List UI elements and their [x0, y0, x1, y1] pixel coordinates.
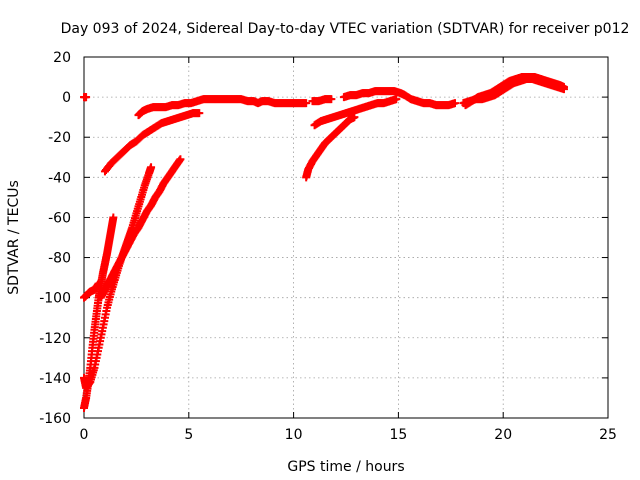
- plot-frame: [83, 56, 609, 419]
- y-tick-label: -100: [39, 291, 71, 307]
- x-tick-label: 5: [184, 427, 193, 443]
- data-point: [195, 109, 204, 118]
- y-tick-label: -160: [39, 411, 71, 427]
- y-tick-label: -140: [39, 371, 71, 387]
- data-point: [392, 95, 401, 104]
- series-arc-I: [310, 95, 401, 130]
- series-arc-B: [80, 279, 103, 302]
- y-tick-label: -80: [48, 251, 71, 267]
- series-arc-H: [302, 113, 359, 182]
- x-tick-label: 10: [285, 427, 303, 443]
- y-tick-label: -60: [48, 210, 71, 226]
- x-tick-label: 15: [389, 427, 407, 443]
- series-arc-G: [308, 95, 336, 106]
- series-arc-J: [339, 87, 459, 110]
- data-point: [147, 163, 156, 172]
- data-point: [109, 213, 118, 222]
- y-tick-label: -120: [39, 331, 71, 347]
- data-point: [450, 99, 459, 108]
- data-point: [176, 155, 185, 164]
- data-marks: [80, 73, 568, 412]
- data-point: [302, 99, 311, 108]
- x-tick-label: 20: [494, 427, 512, 443]
- series-arc-F: [134, 95, 311, 120]
- y-tick-label: -40: [48, 170, 71, 186]
- x-tick-label: 0: [80, 427, 89, 443]
- x-axis-label: GPS time / hours: [287, 459, 404, 475]
- data-point: [94, 279, 103, 288]
- data-point: [559, 83, 568, 92]
- y-tick-label: -20: [48, 130, 71, 146]
- series-arc-L: [461, 73, 568, 110]
- series-arc-E: [100, 109, 204, 176]
- chart-title: Day 093 of 2024, Sidereal Day-to-day VTE…: [61, 21, 630, 37]
- axis-ticks: 0 5 10 15 20 25 -160 -140 -120 -100 -80 -60 -40 -20 0 2…: [39, 50, 617, 443]
- y-tick-label: 0: [62, 90, 71, 106]
- y-tick-label: 20: [53, 50, 71, 66]
- data-point: [82, 93, 91, 102]
- data-point: [327, 95, 336, 104]
- y-axis-label: SDTVAR / TECUs: [6, 180, 22, 295]
- series-baseline-segment: [80, 93, 91, 102]
- x-tick-label: 25: [599, 427, 617, 443]
- data-point: [350, 113, 359, 122]
- series-arc-D: [96, 155, 185, 302]
